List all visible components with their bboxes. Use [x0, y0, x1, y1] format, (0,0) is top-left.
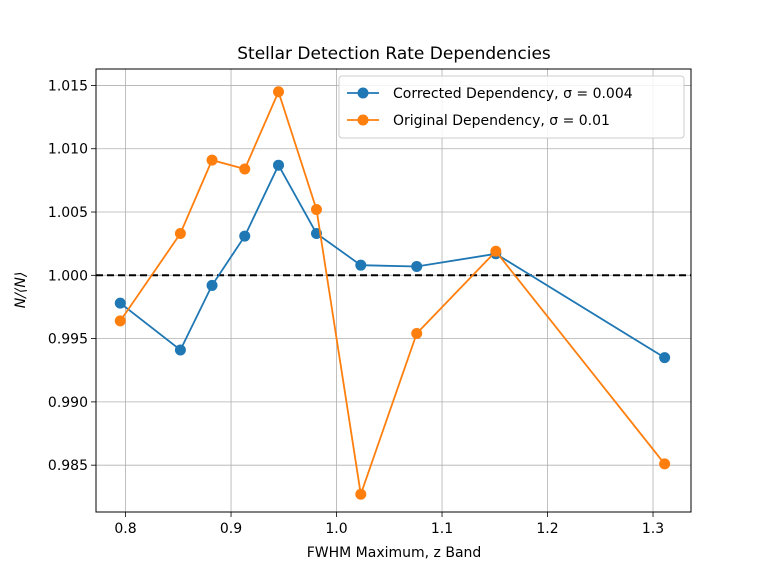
data-point — [206, 154, 218, 166]
data-point — [239, 163, 251, 175]
y-axis-label: N/⟨N⟩ — [13, 272, 29, 309]
plot-frame-bg — [96, 69, 691, 512]
legend-label: Corrected Dependency, σ = 0.004 — [393, 86, 633, 102]
y-tick-label: 0.995 — [48, 332, 88, 348]
legend-swatch-marker — [357, 87, 369, 99]
data-point — [310, 203, 322, 215]
y-tick-label: 1.005 — [48, 205, 88, 221]
data-point — [239, 230, 251, 242]
data-point — [174, 344, 186, 356]
x-tick-label: 1.3 — [642, 521, 664, 537]
series-group — [114, 86, 671, 500]
legend-box — [338, 75, 685, 139]
data-point — [411, 328, 423, 340]
y-tick-label: 1.010 — [48, 142, 88, 158]
data-point — [206, 279, 218, 291]
data-point — [659, 352, 671, 364]
y-tick-label: 1.015 — [48, 78, 88, 94]
y-tick-label: 0.990 — [48, 395, 88, 411]
x-tick-label: 1.2 — [536, 521, 558, 537]
data-point — [355, 259, 367, 271]
data-point — [411, 260, 423, 272]
data-point — [174, 228, 186, 240]
x-axis: 0.8 0.9 1.0 1.1 1.2 1.3 — [114, 512, 664, 537]
x-tick-label: 0.8 — [114, 521, 136, 537]
y-tick-label: 0.985 — [48, 458, 88, 474]
data-point — [490, 245, 502, 257]
data-point — [273, 86, 285, 98]
series-line — [119, 163, 666, 359]
data-point — [114, 315, 126, 327]
series-1 — [114, 159, 671, 364]
series-line — [119, 89, 666, 495]
legend-label: Original Dependency, σ = 0.01 — [393, 113, 610, 129]
data-point — [659, 458, 671, 470]
data-point — [355, 488, 367, 500]
plot-frame — [95, 68, 692, 513]
series-2 — [114, 86, 671, 500]
data-point — [114, 297, 126, 309]
x-axis-label: FWHM Maximum, z Band — [307, 545, 482, 561]
x-tick-label: 1.0 — [325, 521, 347, 537]
legend-swatch-marker — [357, 114, 369, 126]
x-tick-label: 0.9 — [220, 521, 242, 537]
chart-title: Stellar Detection Rate Dependencies — [237, 44, 551, 64]
plot-area — [95, 68, 692, 513]
data-point — [273, 159, 285, 171]
legend: Corrected Dependency, σ = 0.004 Original … — [338, 75, 685, 139]
y-axis: 0.985 0.990 0.995 1.000 1.005 1.010 1.015 — [48, 78, 96, 474]
y-tick-label: 1.000 — [48, 268, 88, 284]
x-tick-label: 1.1 — [431, 521, 453, 537]
